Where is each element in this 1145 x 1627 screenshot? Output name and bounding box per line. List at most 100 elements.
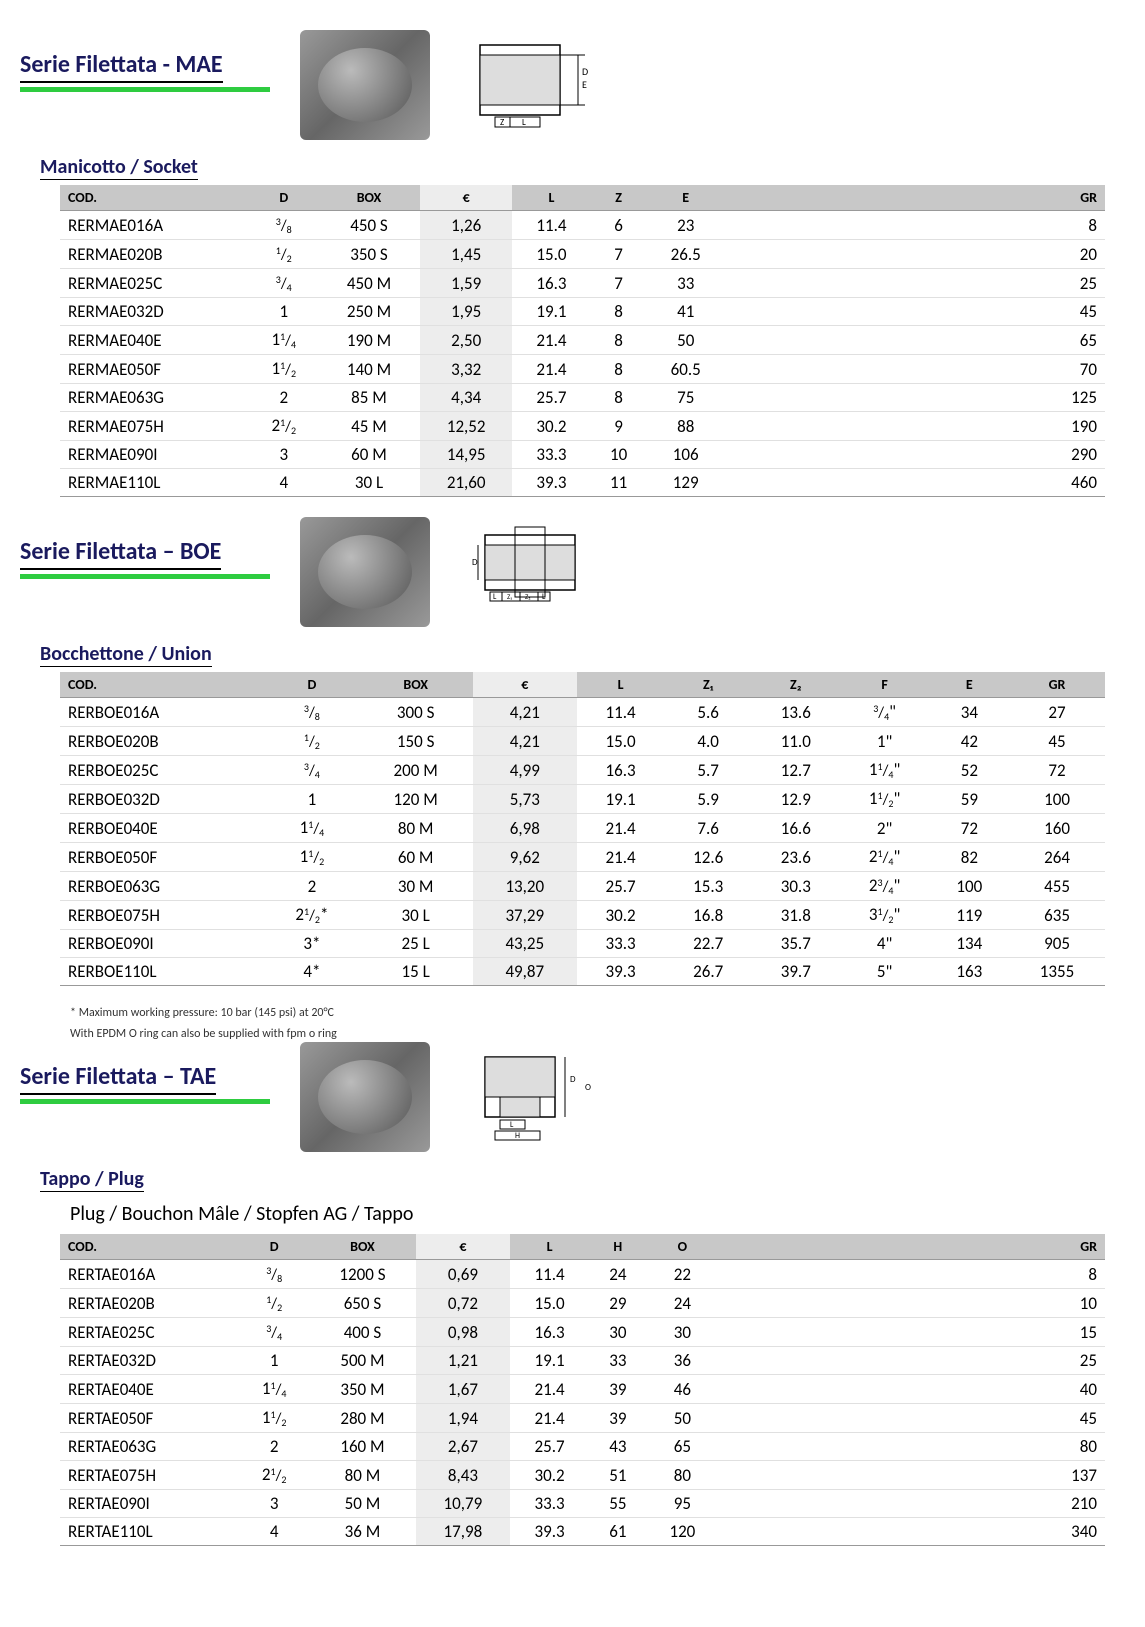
table-cell: RERMAE063G — [60, 384, 249, 412]
table-cell: 11/4 — [265, 814, 358, 843]
table-cell: 50 M — [309, 1490, 416, 1518]
table-row: RERTAE016A3/81200 S0,6911.424228 — [60, 1260, 1105, 1289]
table-cell: 11.4 — [577, 698, 665, 727]
table-cell: RERMAE016A — [60, 211, 249, 240]
column-header: O — [646, 1234, 718, 1260]
table-cell: 11/4" — [840, 756, 930, 785]
table-cell: 1 — [265, 785, 358, 814]
table-cell: RERTAE016A — [60, 1260, 239, 1289]
table-cell: 8 — [590, 298, 646, 326]
table-cell: 60 M — [318, 441, 420, 469]
table-row: RERTAE040E11/4350 M1,6721.4394640 — [60, 1375, 1105, 1404]
footnote: With EPDM O ring can also be supplied wi… — [70, 1027, 1125, 1043]
column-header: L — [577, 672, 665, 698]
table-cell: 4,99 — [473, 756, 577, 785]
table-cell: RERBOE063G — [60, 872, 265, 901]
table-cell: 280 M — [309, 1404, 416, 1433]
table-cell: 1200 S — [309, 1260, 416, 1289]
svg-text:D: D — [570, 1074, 576, 1085]
svg-text:O: O — [585, 1082, 591, 1093]
table-cell: RERBOE020B — [60, 727, 265, 756]
table-cell: 1,95 — [420, 298, 513, 326]
table-boe: COD.DBOX€LZ₁Z₂FEGR RERBOE016A3/8300 S4,2… — [60, 672, 1105, 986]
table-cell: 455 — [1009, 872, 1105, 901]
plug-label: Plug / Bouchon Mâle / Stopfen AG / Tappo — [70, 1202, 1125, 1226]
title-underline — [20, 1099, 270, 1104]
table-cell: 22.7 — [664, 930, 752, 958]
table-row: RERMAE025C3/4450 M1,5916.373325 — [60, 269, 1105, 298]
table-cell: RERTAE110L — [60, 1518, 239, 1546]
table-cell: 250 M — [318, 298, 420, 326]
table-cell: 30 — [589, 1318, 646, 1347]
table-cell: 4,34 — [420, 384, 513, 412]
table-cell: 5.7 — [664, 756, 752, 785]
table-cell: 31/2" — [840, 901, 930, 930]
table-cell: RERTAE020B — [60, 1289, 239, 1318]
table-cell: 16.3 — [510, 1318, 589, 1347]
table-cell: 21/4" — [840, 843, 930, 872]
table-cell: 15.0 — [510, 1289, 589, 1318]
svg-text:D: D — [582, 65, 588, 78]
column-header: F — [840, 672, 930, 698]
table-cell: 14,95 — [420, 441, 513, 469]
table-cell: 61 — [589, 1518, 646, 1546]
table-cell: 15 — [718, 1318, 1105, 1347]
column-header: BOX — [318, 185, 420, 211]
table-cell: 21.4 — [577, 814, 665, 843]
table-cell: 8,43 — [416, 1461, 510, 1490]
table-cell: 400 S — [309, 1318, 416, 1347]
table-cell: 11/2" — [840, 785, 930, 814]
table-cell: 10,79 — [416, 1490, 510, 1518]
table-cell: 19.1 — [512, 298, 590, 326]
table-cell: 7 — [590, 240, 646, 269]
table-cell: 33 — [647, 269, 725, 298]
table-cell: 12,52 — [420, 412, 513, 441]
column-header: D — [265, 672, 358, 698]
table-cell: 8 — [590, 326, 646, 355]
column-header: H — [589, 1234, 646, 1260]
svg-text:Z: Z — [500, 117, 504, 128]
table-cell: RERMAE110L — [60, 469, 249, 497]
table-cell: 72 — [930, 814, 1009, 843]
table-cell: RERTAE050F — [60, 1404, 239, 1433]
section-mae-header: Serie Filettata - MAE DEZL — [20, 30, 1125, 140]
table-cell: 33.3 — [577, 930, 665, 958]
table-cell: 65 — [646, 1433, 718, 1461]
table-cell: 35.7 — [752, 930, 840, 958]
table-cell: 1" — [840, 727, 930, 756]
table-cell: 4,21 — [473, 727, 577, 756]
table-cell: 460 — [725, 469, 1105, 497]
table-cell: 23 — [647, 211, 725, 240]
table-cell: RERMAE075H — [60, 412, 249, 441]
table-cell: 11/4 — [239, 1375, 309, 1404]
table-cell: 120 M — [358, 785, 472, 814]
table-cell: 635 — [1009, 901, 1105, 930]
table-cell: 300 S — [358, 698, 472, 727]
column-header: E — [930, 672, 1009, 698]
table-cell: 21/2 — [249, 412, 318, 441]
table-cell: 21.4 — [512, 326, 590, 355]
table-cell: 11/2 — [265, 843, 358, 872]
table-cell: 30 L — [358, 901, 472, 930]
table-cell: 3 — [249, 441, 318, 469]
table-cell: RERTAE063G — [60, 1433, 239, 1461]
column-header: BOX — [358, 672, 472, 698]
table-cell: 49,87 — [473, 958, 577, 986]
table-cell: 25.7 — [577, 872, 665, 901]
column-header: COD. — [60, 1234, 239, 1260]
table-cell: 120 — [646, 1518, 718, 1546]
table-row: RERTAE090I350 M10,7933.35595210 — [60, 1490, 1105, 1518]
table-cell: 4.0 — [664, 727, 752, 756]
column-header: GR — [1009, 672, 1105, 698]
column-header: € — [473, 672, 577, 698]
table-cell: 21/2 — [239, 1461, 309, 1490]
table-cell: RERTAE025C — [60, 1318, 239, 1347]
table-cell: RERBOE075H — [60, 901, 265, 930]
table-cell: RERTAE090I — [60, 1490, 239, 1518]
table-cell: RERTAE032D — [60, 1347, 239, 1375]
table-cell: 39.3 — [510, 1518, 589, 1546]
table-cell: 1 — [239, 1347, 309, 1375]
table-row: RERBOE050F11/260 M9,6221.412.623.621/4"8… — [60, 843, 1105, 872]
table-cell: 1 — [249, 298, 318, 326]
table-cell: 52 — [930, 756, 1009, 785]
